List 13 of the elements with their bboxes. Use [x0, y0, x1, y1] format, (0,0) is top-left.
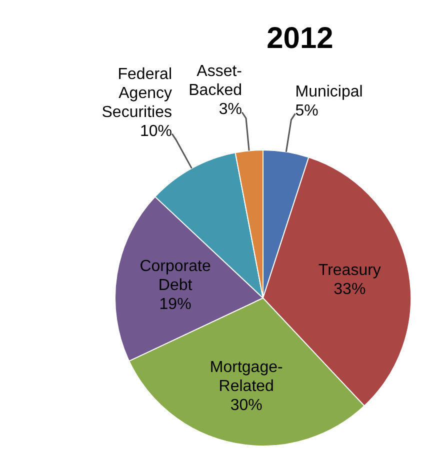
data-label: 19%	[159, 296, 192, 314]
data-label: 33%	[334, 281, 366, 298]
data-label: 30%	[230, 397, 262, 414]
slice-label: Asset-Backed	[188, 63, 242, 100]
data-label: 10%	[140, 122, 172, 140]
slice-label: Federal Agency Securities	[102, 66, 172, 121]
slice-label: Treasury	[318, 262, 381, 280]
data-label: 3%	[218, 101, 242, 118]
slice-label: Mortgage-Related	[210, 359, 283, 396]
data-label: 5%	[295, 102, 318, 120]
slice-label: Municipal	[295, 84, 363, 101]
slice-label: Corporate Debt	[140, 258, 211, 294]
chart-title: 2012	[266, 22, 334, 55]
